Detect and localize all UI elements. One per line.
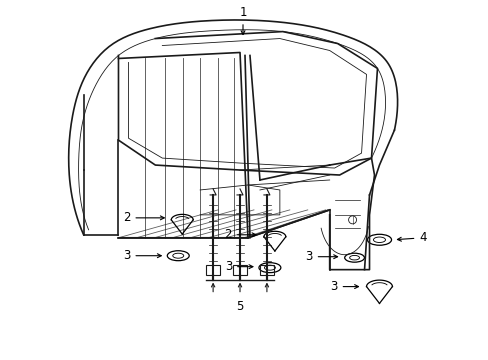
- Bar: [206, 265, 220, 275]
- Text: 5: 5: [236, 300, 243, 313]
- Text: 4: 4: [397, 231, 426, 244]
- Text: 3: 3: [329, 280, 358, 293]
- Text: 2: 2: [122, 211, 164, 224]
- Text: 3: 3: [224, 260, 252, 273]
- Text: 3: 3: [123, 249, 161, 262]
- Text: 2: 2: [224, 228, 255, 241]
- Bar: [233, 265, 246, 275]
- Bar: [260, 265, 273, 275]
- Text: 3: 3: [305, 250, 337, 263]
- Text: 1: 1: [239, 6, 246, 35]
